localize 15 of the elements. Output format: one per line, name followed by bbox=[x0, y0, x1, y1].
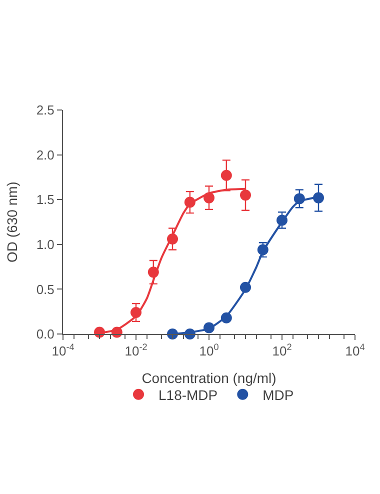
y-axis-title: OD (630 nm) bbox=[4, 182, 20, 262]
x-tick-label: 10$^{-2}$ bbox=[124, 342, 148, 359]
legend-label: MDP bbox=[262, 386, 294, 403]
x-tick-label: 10$^{2}$ bbox=[272, 342, 292, 359]
y-tick-label: 2.5 bbox=[36, 102, 54, 118]
x-tick-label: 10$^{0}$ bbox=[199, 342, 219, 359]
x-axis-title: Concentration (ng/ml) bbox=[142, 370, 276, 386]
x-tick-label: 10$^{4}$ bbox=[345, 342, 365, 359]
legend-label: L18-MDP bbox=[158, 386, 218, 403]
x-tick-label: 10$^{-4}$ bbox=[52, 342, 74, 359]
y-tick-label: 1.0 bbox=[36, 236, 54, 252]
y-tick-label: 0.0 bbox=[36, 326, 54, 342]
y-tick-label: 0.5 bbox=[36, 282, 54, 297]
y-tick-label: 2.0 bbox=[36, 147, 54, 162]
y-tick-label: 1.5 bbox=[36, 192, 54, 208]
